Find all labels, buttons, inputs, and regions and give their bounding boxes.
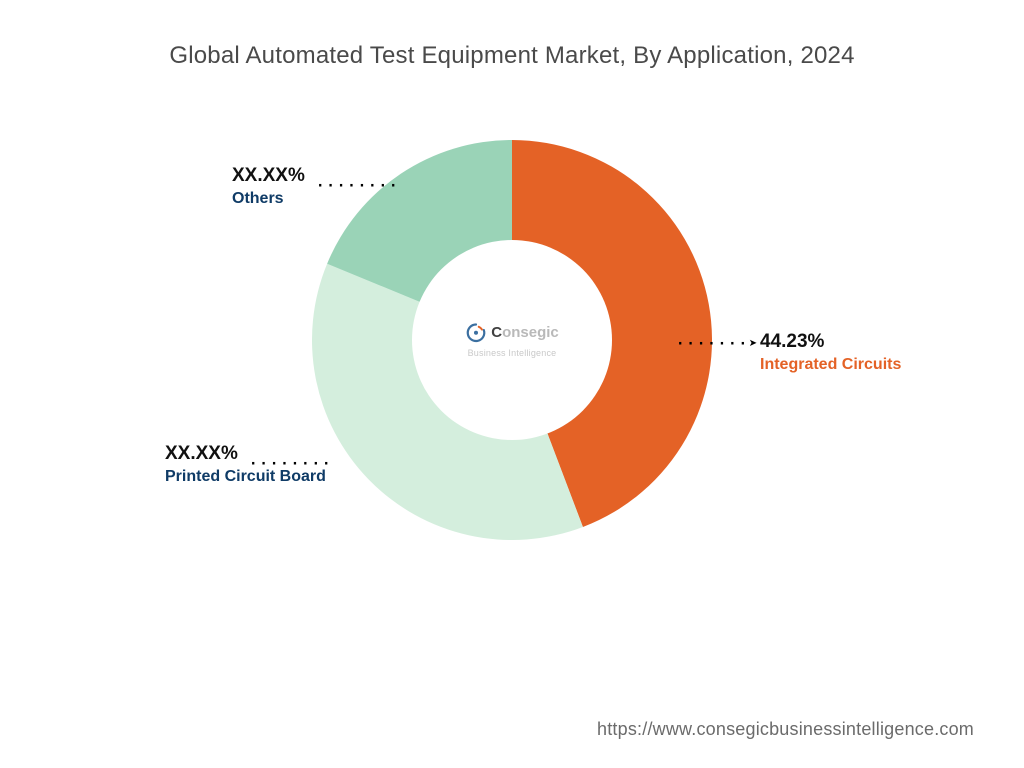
name-integrated-circuits: Integrated Circuits (760, 355, 901, 376)
chart-title: Global Automated Test Equipment Market, … (0, 42, 1024, 70)
label-integrated-circuits: 44.23% Integrated Circuits (760, 330, 901, 375)
logo-brand: Consegic (491, 325, 559, 342)
logo-icon (465, 322, 487, 344)
center-logo: Consegic Business Intelligence (437, 322, 587, 358)
pct-others: XX.XX% (232, 164, 305, 189)
chart-page: Global Automated Test Equipment Market, … (0, 0, 1024, 768)
logo-subtitle: Business Intelligence (437, 348, 587, 358)
label-others: XX.XX% ········ Others (232, 164, 305, 209)
donut-chart: Consegic Business Intelligence (312, 140, 712, 540)
leader-dots-others: ········ (316, 177, 399, 195)
leader-arrow-right: ·······➤ (676, 336, 759, 352)
label-printed-circuit-board: XX.XX% ········ Printed Circuit Board (165, 442, 326, 487)
name-others: Others (232, 189, 305, 210)
pct-integrated-circuits: 44.23% (760, 330, 901, 355)
leader-dots-pcb: ········ (249, 455, 332, 473)
footer-url: https://www.consegicbusinessintelligence… (597, 719, 974, 740)
